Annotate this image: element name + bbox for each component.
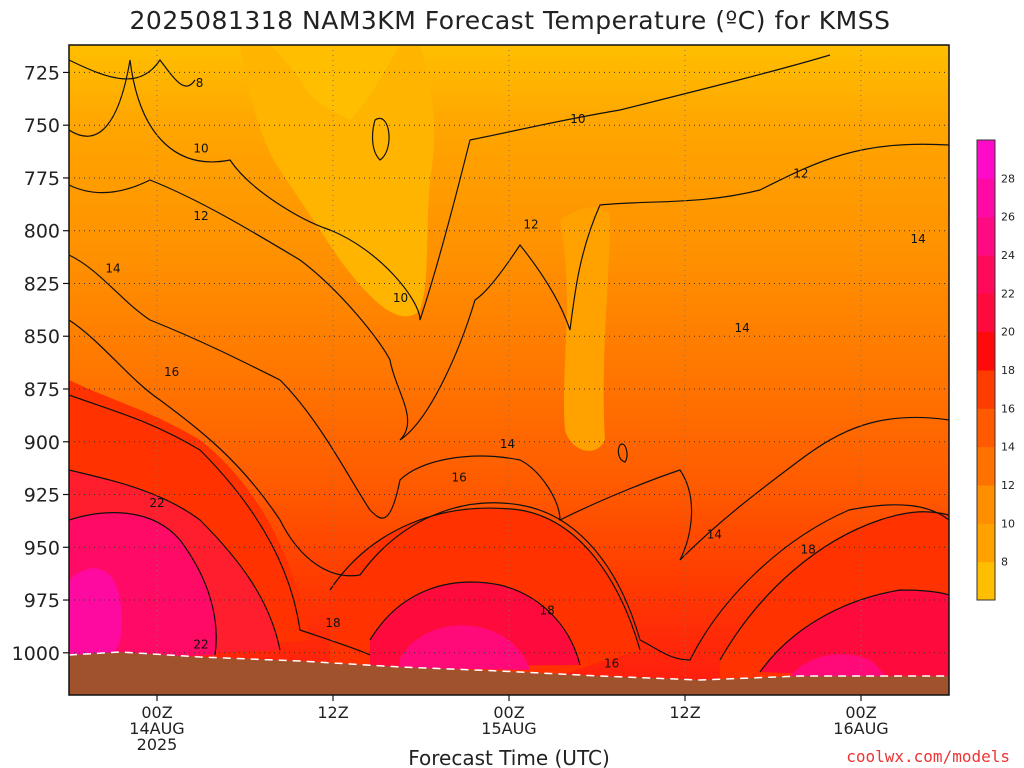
colorbar-swatch — [977, 561, 995, 601]
colorbar-tick-label: 16 — [1001, 402, 1015, 415]
y-axis: 725 750 775 800 825 850 875 900 925 950 975 1000 — [12, 62, 69, 665]
contour-line — [759, 589, 949, 673]
contour-label: 10 — [570, 112, 585, 126]
contour-label: 14 — [911, 232, 926, 246]
contour-label: 14 — [500, 437, 515, 451]
contour-line — [329, 507, 641, 651]
x-tick-label: 12Z — [317, 703, 348, 722]
contour-label: 14 — [707, 528, 722, 542]
colorbar-swatch — [977, 408, 995, 448]
colorbar-tick-label: 14 — [1001, 441, 1015, 454]
colorbar-swatch — [977, 446, 995, 486]
x-tick-label: 2025 — [137, 735, 178, 754]
y-tick-label: 975 — [24, 590, 60, 612]
ground-surface-line — [68, 651, 949, 681]
colorbar-swatch — [977, 523, 995, 563]
contour-line — [369, 581, 581, 666]
colorbar: 8 10 12 14 16 18 20 22 24 26 28 — [976, 139, 1015, 601]
x-tick-label: 15AUG — [481, 719, 536, 738]
contour-line — [69, 319, 949, 661]
colorbar-tick-label: 26 — [1001, 211, 1015, 224]
contour-label: 14 — [105, 262, 120, 276]
colorbar-tick-label: 10 — [1001, 517, 1015, 530]
contour-line — [69, 469, 281, 651]
contour-lines — [69, 54, 949, 673]
y-tick-label: 800 — [24, 221, 60, 243]
contour-line — [69, 512, 217, 656]
y-tick-label: 875 — [24, 379, 60, 401]
cool-pocket-region — [240, 45, 435, 317]
contour-line — [69, 143, 949, 441]
contour-label: 12 — [193, 209, 208, 223]
y-tick-label: 950 — [24, 537, 60, 559]
colorbar-tick-label: 18 — [1001, 364, 1015, 377]
y-tick-label: 925 — [24, 485, 60, 507]
colorbar-tick-label: 24 — [1001, 249, 1015, 262]
colorbar-swatch — [977, 178, 995, 218]
contour-label: 10 — [393, 291, 408, 305]
hot-region-center — [400, 625, 530, 670]
colorbar-tick-label: 12 — [1001, 479, 1015, 492]
x-tick-label: 00Z — [845, 703, 876, 722]
contour-label: 18 — [539, 604, 554, 618]
y-tick-label: 775 — [24, 168, 60, 190]
hot-region-right — [760, 590, 949, 680]
contour-label: 8 — [196, 76, 204, 90]
cool-pocket-region — [560, 207, 610, 451]
contour-labels: 8 10 10 10 12 12 12 14 14 14 14 14 16 16 16 18 18 18 22 22 — [105, 76, 925, 670]
contour-line — [617, 443, 628, 463]
x-tick-label: 00Z — [141, 703, 172, 722]
contour-line — [69, 394, 371, 656]
contour-label: 18 — [325, 616, 340, 630]
colorbar-swatch — [977, 370, 995, 409]
plot-area — [69, 45, 949, 695]
x-tick-label: 12Z — [669, 703, 700, 722]
contour-line — [372, 117, 390, 161]
y-tick-label: 725 — [24, 62, 60, 84]
contour-line — [719, 511, 949, 661]
hot-region-left — [69, 568, 122, 660]
colorbar-swatch — [977, 331, 995, 371]
x-tick-label: 16AUG — [833, 719, 888, 738]
contour-label: 12 — [793, 167, 808, 181]
contour-label: 22 — [149, 496, 164, 510]
cool-pocket-region — [270, 45, 400, 120]
x-axis-label: Forecast Time (UTC) — [408, 746, 610, 768]
contour-label: 10 — [193, 141, 208, 155]
colorbar-swatch — [977, 485, 995, 524]
colorbar-frame — [976, 139, 996, 601]
ground-terrain — [69, 652, 949, 695]
colorbar-swatch — [977, 216, 995, 256]
contour-line — [69, 254, 949, 561]
contour-label: 16 — [164, 365, 179, 379]
x-tick-label: 00Z — [493, 703, 524, 722]
colorbar-swatch — [977, 255, 995, 294]
y-tick-label: 850 — [24, 326, 60, 348]
colorbar-swatch — [977, 293, 995, 333]
contour-label: 16 — [604, 656, 619, 670]
contour-label: 14 — [735, 321, 750, 335]
contour-label: 18 — [801, 542, 816, 556]
contour-label: 16 — [451, 471, 466, 485]
colorbar-tick-label: 28 — [1001, 172, 1015, 185]
colorbar-tick-label: 22 — [1001, 287, 1015, 300]
credit-text: coolwx.com/models — [846, 747, 1010, 766]
contour-label: 12 — [523, 217, 538, 231]
contour-line — [69, 54, 831, 321]
grid — [69, 45, 949, 695]
x-tick-label: 14AUG — [129, 719, 184, 738]
colorbar-tick-label: 8 — [1001, 556, 1008, 569]
y-tick-label: 1000 — [12, 643, 60, 665]
contour-line — [69, 58, 196, 87]
contour-label: 22 — [193, 637, 208, 651]
y-tick-label: 825 — [24, 273, 60, 295]
y-tick-label: 900 — [24, 432, 60, 454]
colorbar-tick-label: 20 — [1001, 326, 1015, 339]
y-tick-label: 750 — [24, 115, 60, 137]
chart-title: 2025081318 NAM3KM Forecast Temperature (… — [130, 6, 891, 35]
colorbar-swatch — [977, 140, 995, 179]
